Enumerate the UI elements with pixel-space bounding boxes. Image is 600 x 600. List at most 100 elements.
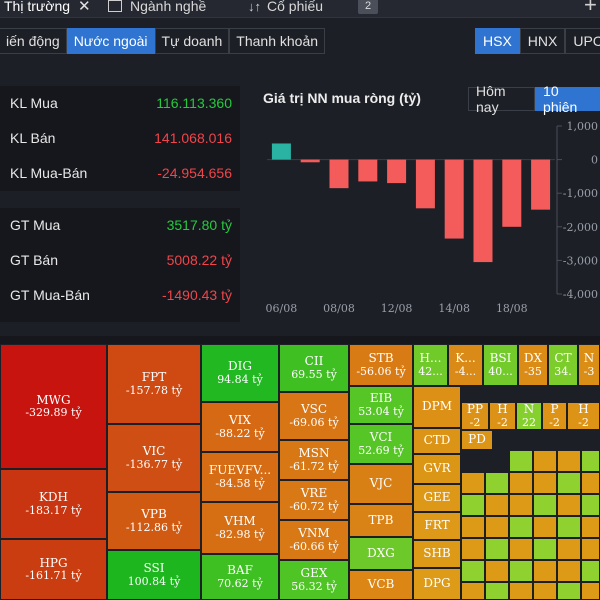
bar-07/08[interactable]: [300, 159, 320, 163]
heatmap-cell-small[interactable]: [485, 494, 509, 516]
heatmap-cell-small[interactable]: [509, 516, 533, 538]
heatmap-cell-small[interactable]: [581, 582, 600, 600]
heatmap-cell-small[interactable]: [461, 582, 485, 600]
heatmap-cell-small[interactable]: [509, 560, 533, 582]
heatmap-cell-dx[interactable]: DX -35: [518, 344, 548, 386]
heatmap-cell-small[interactable]: [461, 560, 485, 582]
heatmap-cell-frt[interactable]: FRT: [413, 512, 461, 540]
heatmap-cell-small[interactable]: [461, 494, 485, 516]
heatmap-cell-dxg[interactable]: DXG: [349, 537, 413, 570]
heatmap-cell-small[interactable]: [581, 538, 600, 560]
heatmap-cell-shb[interactable]: SHB: [413, 540, 461, 568]
bar-09/08[interactable]: [358, 159, 378, 182]
heatmap-cell-kdh[interactable]: KDH -183.17 tỷ: [0, 469, 107, 539]
heatmap-cell-vsc[interactable]: VSC -69.06 tỷ: [279, 392, 349, 440]
tab-nganh-nghe[interactable]: Ngành nghề: [108, 0, 206, 17]
heatmap-cell-dpg[interactable]: DPG: [413, 568, 461, 600]
heatmap-cell-small[interactable]: [485, 582, 509, 600]
heatmap-cell-small[interactable]: [581, 516, 600, 538]
heatmap-cell-mwg[interactable]: MWG -329.89 tỷ: [0, 344, 107, 469]
heatmap-cell-small[interactable]: [533, 582, 557, 600]
heatmap-cell-baf[interactable]: BAF 70.62 tỷ: [201, 554, 279, 600]
heatmap-cell-small[interactable]: [509, 472, 533, 494]
heatmap-cell-small[interactable]: [533, 538, 557, 560]
heatmap-cell-small[interactable]: [557, 538, 581, 560]
bar-14/08[interactable]: [444, 159, 464, 239]
close-icon[interactable]: ✕: [78, 0, 91, 15]
heatmap-cell-small[interactable]: [461, 538, 485, 560]
heatmap-cell-small[interactable]: [581, 472, 600, 494]
add-tab-icon[interactable]: +: [584, 0, 597, 17]
heatmap-cell-small[interactable]: [533, 494, 557, 516]
subtab-thanh-khoan[interactable]: Thanh khoản: [229, 28, 326, 54]
heatmap-cell-tpb[interactable]: TPB: [349, 504, 413, 537]
heatmap-cell-small[interactable]: [533, 516, 557, 538]
heatmap-cell-vic[interactable]: VIC -136.77 tỷ: [107, 424, 201, 492]
heatmap-cell-stb[interactable]: STB -56.06 tỷ: [349, 344, 413, 386]
heatmap-cell-small[interactable]: [509, 494, 533, 516]
tab-co-phieu[interactable]: ↓↑ Cổ phiếu: [248, 0, 323, 17]
heatmap-cell-h[interactable]: H... 42...: [413, 344, 448, 386]
bar-06/08[interactable]: [271, 143, 291, 160]
bar-12/08[interactable]: [387, 159, 407, 184]
heatmap-cell-small[interactable]: [461, 516, 485, 538]
heatmap-cell-small[interactable]: [461, 472, 485, 494]
heatmap-cell-n[interactable]: N 22: [516, 402, 542, 430]
heatmap-cell-small[interactable]: [557, 472, 581, 494]
heatmap-cell-small[interactable]: [581, 494, 600, 516]
heatmap-cell-cii[interactable]: CII 69.55 tỷ: [279, 344, 349, 392]
heatmap-cell-ctd[interactable]: CTD: [413, 428, 461, 454]
heatmap-cell-vci[interactable]: VCI 52.69 tỷ: [349, 424, 413, 464]
heatmap-cell-vcb[interactable]: VCB: [349, 570, 413, 600]
heatmap-cell-small[interactable]: [533, 472, 557, 494]
heatmap-cell-small[interactable]: [485, 516, 509, 538]
heatmap-cell-h[interactable]: H -2: [489, 402, 516, 430]
heatmap-cell-vjc[interactable]: VJC: [349, 464, 413, 504]
period-today[interactable]: Hôm nay: [468, 83, 536, 115]
heatmap-cell-gvr[interactable]: GVR: [413, 454, 461, 484]
period-10-sessions[interactable]: 10 phiên: [535, 83, 600, 115]
heatmap-cell-gex[interactable]: GEX 56.32 tỷ: [279, 560, 349, 600]
heatmap-cell-small[interactable]: [509, 582, 533, 600]
bar-15/08[interactable]: [473, 159, 493, 263]
heatmap-cell-small[interactable]: [557, 560, 581, 582]
heatmap-cell-small[interactable]: [581, 560, 600, 582]
heatmap-cell-small[interactable]: [509, 538, 533, 560]
bar-19/08[interactable]: [531, 159, 551, 210]
heatmap-cell-dpm[interactable]: DPM: [413, 386, 461, 428]
heatmap-cell-bsi[interactable]: BSI 40...: [483, 344, 518, 386]
heatmap-cell-fpt[interactable]: FPT -157.78 tỷ: [107, 344, 201, 424]
heatmap-cell-dig[interactable]: DIG 94.84 tỷ: [201, 344, 279, 402]
heatmap-cell-small[interactable]: [557, 516, 581, 538]
heatmap-cell-vix[interactable]: VIX -88.22 tỷ: [201, 402, 279, 452]
tab-thi-truong[interactable]: Thị trường ✕: [4, 0, 91, 17]
bar-08/08[interactable]: [329, 159, 349, 189]
heatmap-cell-eib[interactable]: EIB 53.04 tỷ: [349, 386, 413, 424]
heatmap-cell-small[interactable]: [485, 538, 509, 560]
heatmap-cell-small[interactable]: [581, 450, 600, 472]
heatmap-cell-vpb[interactable]: VPB -112.86 tỷ: [107, 492, 201, 550]
heatmap-cell-vnm[interactable]: VNM -60.66 tỷ: [279, 520, 349, 560]
heatmap-cell-fuevfv[interactable]: FUEVFV... -84.58 tỷ: [201, 452, 279, 502]
heatmap-cell-gee[interactable]: GEE: [413, 484, 461, 512]
heatmap-cell-small[interactable]: [509, 450, 533, 472]
subtab-nuoc-ngoai[interactable]: Nước ngoài: [66, 28, 155, 54]
heatmap-cell-msn[interactable]: MSN -61.72 tỷ: [279, 440, 349, 480]
heatmap-cell-small[interactable]: [533, 560, 557, 582]
bar-13/08[interactable]: [415, 159, 435, 209]
heatmap-cell-pp[interactable]: PP -2: [461, 402, 489, 430]
exchange-upc[interactable]: UPC: [565, 28, 600, 54]
heatmap-cell-ct[interactable]: CT 34.: [548, 344, 578, 386]
subtab-tu-doanh[interactable]: Tự doanh: [154, 28, 230, 54]
heatmap-cell-hpg[interactable]: HPG -161.71 tỷ: [0, 539, 107, 600]
heatmap-cell-small[interactable]: [485, 560, 509, 582]
heatmap-cell-h[interactable]: H -2: [567, 402, 600, 430]
heatmap-cell-vhm[interactable]: VHM -82.98 tỷ: [201, 502, 279, 554]
heatmap-cell-n[interactable]: N -3: [578, 344, 600, 386]
subtab-bien-dong[interactable]: iến động: [0, 28, 67, 54]
heatmap-cell-ssi[interactable]: SSI 100.84 tỷ: [107, 550, 201, 600]
heatmap-cell-small[interactable]: [557, 450, 581, 472]
heatmap-cell-p[interactable]: P -2: [542, 402, 567, 430]
heatmap-cell-vre[interactable]: VRE -60.72 tỷ: [279, 480, 349, 520]
exchange-hsx[interactable]: HSX: [475, 28, 520, 54]
